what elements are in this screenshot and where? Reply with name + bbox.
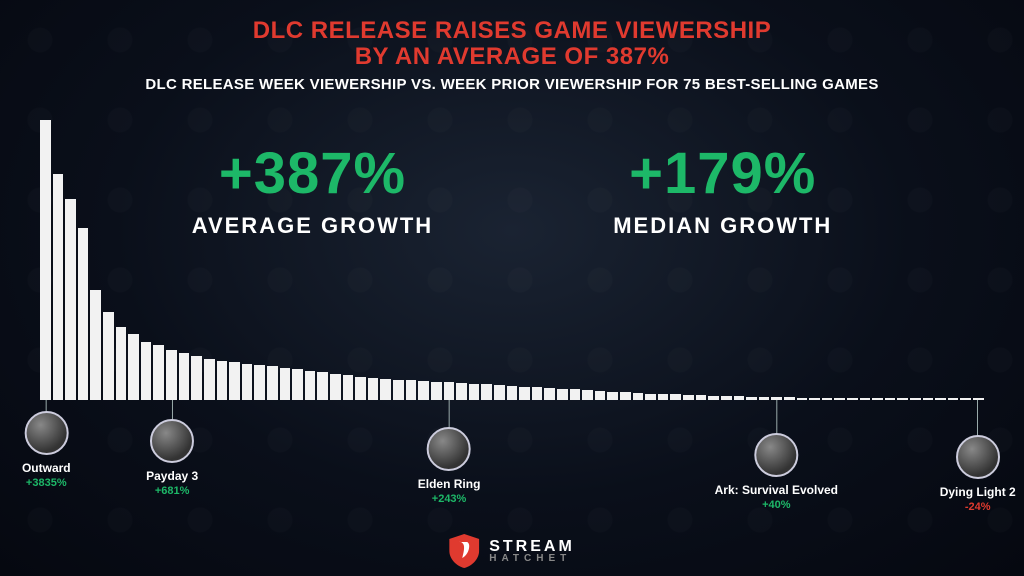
- callout: Elden Ring +243%: [418, 400, 481, 505]
- bar: [191, 356, 202, 400]
- bar: [557, 389, 568, 400]
- bar: [90, 290, 101, 400]
- bar: [330, 374, 341, 400]
- bar: [494, 385, 505, 400]
- bar: [406, 380, 417, 400]
- callout-name: Payday 3: [146, 469, 198, 483]
- bar: [179, 353, 190, 400]
- bar: [620, 392, 631, 400]
- game-thumbnail: [427, 427, 471, 471]
- bar: [582, 390, 593, 400]
- callout-line: [449, 400, 450, 428]
- bar: [456, 383, 467, 400]
- bar: [418, 381, 429, 400]
- bar: [292, 369, 303, 400]
- callout-pct: +243%: [432, 493, 467, 505]
- bar: [444, 382, 455, 400]
- bar: [469, 384, 480, 400]
- bar: [570, 389, 581, 400]
- bar: [595, 391, 606, 400]
- bar: [166, 350, 177, 400]
- callouts: Outward+3835%Payday 3+681%Elden Ring+243…: [40, 400, 984, 530]
- game-thumbnail: [956, 435, 1000, 479]
- bar: [267, 366, 278, 400]
- bar: [116, 327, 127, 400]
- bar: [633, 393, 644, 400]
- title-line2: BY AN AVERAGE OF 387%: [40, 44, 984, 70]
- bar: [368, 378, 379, 400]
- bar: [317, 372, 328, 400]
- bar: [229, 362, 240, 400]
- bar: [204, 359, 215, 400]
- bar: [481, 384, 492, 400]
- subtitle: DLC RELEASE WEEK VIEWERSHIP VS. WEEK PRI…: [40, 76, 984, 93]
- bar: [544, 388, 555, 400]
- brand-logo: STREAM HATCHET: [449, 534, 575, 568]
- callout-name: Dying Light 2: [940, 485, 1016, 499]
- bar: [254, 365, 265, 400]
- bar: [519, 387, 530, 401]
- bar: [431, 382, 442, 400]
- logo-text-bottom: HATCHET: [489, 554, 575, 564]
- game-thumbnail: [150, 419, 194, 463]
- callout-line: [172, 400, 173, 420]
- bar: [128, 334, 139, 400]
- callout-pct: -24%: [965, 501, 991, 513]
- bar: [141, 342, 152, 400]
- bar: [242, 364, 253, 401]
- bar: [393, 380, 404, 400]
- bar: [380, 379, 391, 400]
- bar: [53, 174, 64, 400]
- callout-line: [776, 400, 777, 434]
- bar: [103, 312, 114, 400]
- game-thumbnail: [754, 433, 798, 477]
- callout-name: Elden Ring: [418, 477, 481, 491]
- bar: [280, 368, 291, 400]
- shield-icon: [449, 534, 479, 568]
- callout: Outward +3835%: [22, 400, 71, 489]
- main-title: DLC RELEASE RAISES GAME VIEWERSHIP BY AN…: [40, 18, 984, 70]
- callout-pct: +681%: [155, 485, 190, 497]
- bar: [532, 387, 543, 400]
- bar: [78, 228, 89, 400]
- bar: [217, 361, 228, 400]
- game-thumbnail: [24, 411, 68, 455]
- bar-chart: [40, 120, 984, 400]
- bar: [507, 386, 518, 400]
- callout-line: [977, 400, 978, 436]
- bar: [65, 199, 76, 400]
- logo-text-top: STREAM: [489, 539, 575, 554]
- bar: [607, 392, 618, 400]
- callout: Dying Light 2 -24%: [940, 400, 1016, 513]
- callout-name: Outward: [22, 461, 71, 475]
- callout-pct: +3835%: [26, 477, 67, 489]
- bar: [343, 375, 354, 400]
- title-line1: DLC RELEASE RAISES GAME VIEWERSHIP: [40, 18, 984, 44]
- bar: [355, 377, 366, 400]
- bar: [153, 345, 164, 400]
- bar: [40, 120, 51, 400]
- callout: Ark: Survival Evolved +40%: [715, 400, 838, 511]
- callout: Payday 3 +681%: [146, 400, 198, 497]
- bar: [305, 371, 316, 400]
- callout-pct: +40%: [762, 499, 790, 511]
- callout-name: Ark: Survival Evolved: [715, 483, 838, 497]
